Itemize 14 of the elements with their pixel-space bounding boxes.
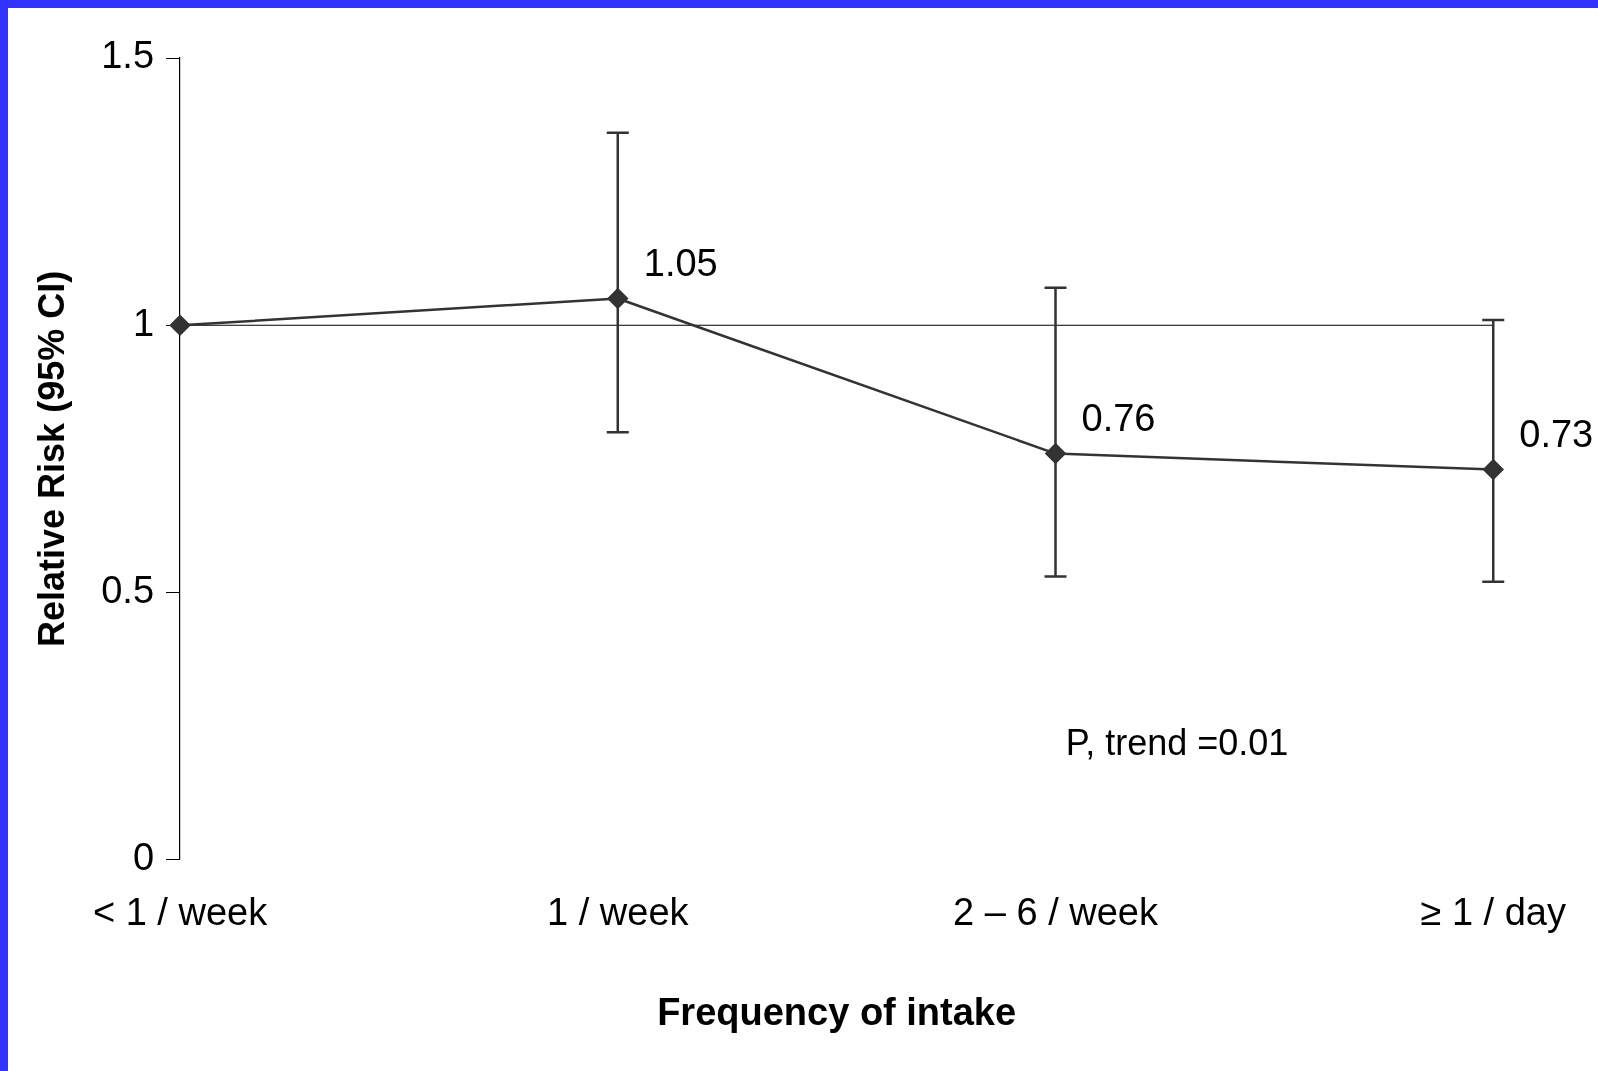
y-tick-label: 1 xyxy=(132,301,155,344)
data-label: 0.73 xyxy=(1519,413,1594,456)
y-tick-label: 0.5 xyxy=(101,569,155,612)
y-tick-label: 1.5 xyxy=(101,34,155,77)
data-label: 0.76 xyxy=(1081,397,1156,440)
y-axis-title: Relative Risk (95% CI) xyxy=(30,270,72,647)
annotation: P, trend =0.01 xyxy=(1065,722,1289,764)
data-label: 1.05 xyxy=(643,242,718,285)
x-tick-label: < 1 / week xyxy=(92,891,269,934)
x-tick-label: 2 – 6 / week xyxy=(953,891,1159,934)
y-tick-label: 0 xyxy=(132,836,155,879)
x-tick-label: ≥ 1 / day xyxy=(1420,891,1567,934)
x-axis-title: Frequency of intake xyxy=(657,990,1017,1033)
x-tick-label: 1 / week xyxy=(547,891,690,934)
